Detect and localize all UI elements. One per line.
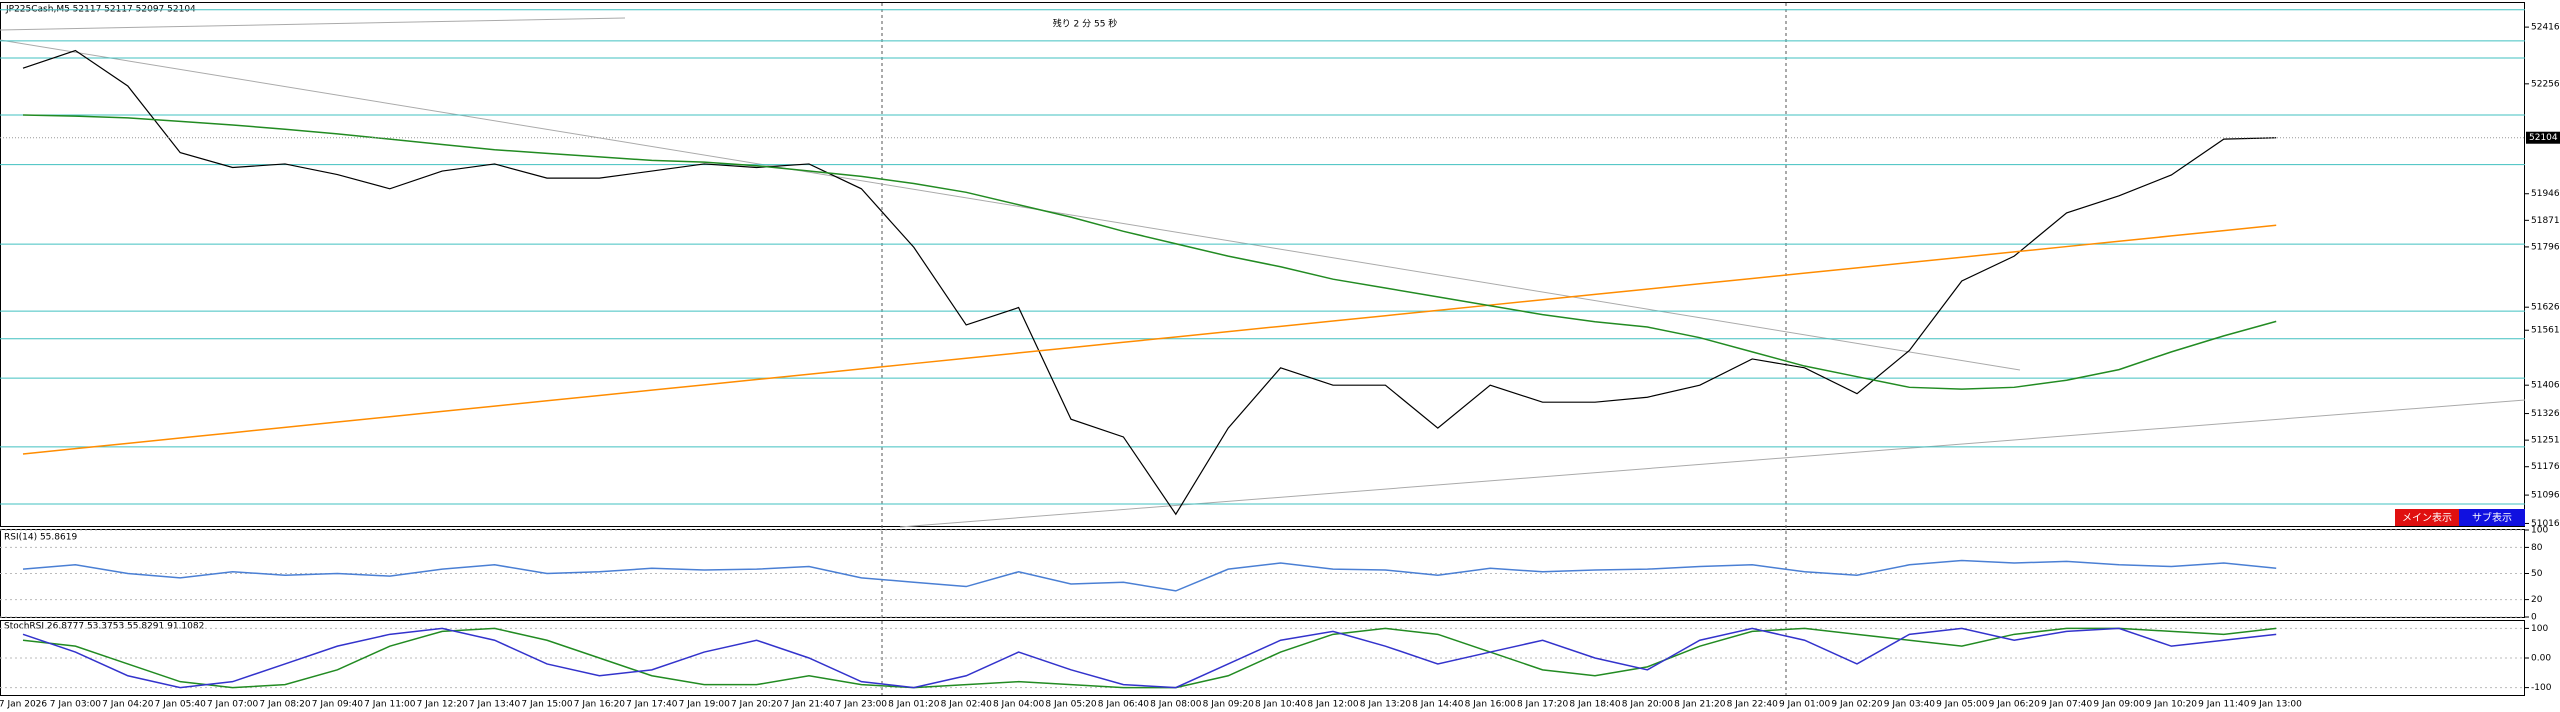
x-tick-label: 8 Jan 18:40: [1569, 700, 1621, 710]
x-tick-label: 9 Jan 11:40: [2198, 700, 2250, 710]
x-tick-label: 9 Jan 13:00: [2251, 700, 2303, 710]
x-tick-label: 9 Jan 07:40: [2041, 700, 2093, 710]
x-tick-label: 8 Jan 01:20: [888, 700, 940, 710]
x-tick-label: 7 Jan 12:20: [417, 700, 469, 710]
x-tick-label: 7 Jan 19:00: [679, 700, 731, 710]
trend-line: [0, 39, 2021, 371]
x-tick-label: 8 Jan 13:20: [1360, 700, 1412, 710]
x-tick-label: 7 Jan 15:00: [521, 700, 573, 710]
y-tick-label: 51016: [2531, 519, 2560, 529]
x-tick-label: 9 Jan 05:00: [1936, 700, 1988, 710]
y-tick-label: 52416: [2531, 23, 2560, 33]
current-price-box: [2526, 131, 2560, 144]
trend-line: [899, 399, 2526, 528]
x-tick-label: 8 Jan 09:20: [1203, 700, 1255, 710]
y-tick-label: 51176: [2531, 462, 2560, 472]
x-tick-label: 9 Jan 09:00: [2093, 700, 2145, 710]
y-tick-label: 0.00: [2531, 654, 2551, 664]
x-tick-label: 7 Jan 04:20: [102, 700, 154, 710]
y-tick-label: 51946: [2531, 189, 2560, 199]
sub-button-label[interactable]: サブ表示: [2472, 511, 2512, 524]
x-tick-label: 7 Jan 09:40: [312, 700, 364, 710]
x-tick-label: 9 Jan 10:20: [2146, 700, 2198, 710]
y-tick-label: 100: [2531, 624, 2548, 634]
x-tick-label: 7 Jan 03:00: [50, 700, 102, 710]
y-tick-label: 51626: [2531, 303, 2560, 313]
y-tick-label: 52256: [2531, 79, 2560, 89]
x-tick-label: 8 Jan 05:20: [1045, 700, 1097, 710]
countdown: 残り 2 分 55 秒: [1053, 18, 1118, 30]
y-tick-label: 20: [2531, 595, 2543, 605]
series-line: [22, 114, 2277, 390]
main-panel: [0, 2, 2525, 527]
y-tick-label: 51251: [2531, 436, 2560, 446]
x-tick-label: 8 Jan 02:40: [941, 700, 993, 710]
x-tick-label: 8 Jan 06:40: [1098, 700, 1150, 710]
x-tick-label: 8 Jan 16:00: [1465, 700, 1517, 710]
y-tick-label: -100: [2531, 683, 2552, 693]
main-button[interactable]: [2395, 509, 2459, 526]
osc-title: StochRSI 26.8777 53.3753 55.8291 91.1082: [4, 622, 204, 632]
series-line: [22, 627, 2277, 689]
series-line: [22, 224, 2277, 455]
rsi-title: RSI(14) 55.8619: [4, 533, 77, 543]
x-tick-label: 7 Jan 20:20: [731, 700, 783, 710]
x-tick-label: 8 Jan 17:20: [1517, 700, 1569, 710]
y-tick-label: 100: [2531, 526, 2548, 536]
y-tick-label: 0: [2531, 613, 2537, 623]
x-tick-label: 8 Jan 08:00: [1150, 700, 1202, 710]
y-tick-label: 51096: [2531, 491, 2560, 501]
main-button-label[interactable]: メイン表示: [2402, 511, 2452, 524]
x-tick-label: 7 Jan 11:00: [364, 700, 416, 710]
y-tick-label: 51561: [2531, 326, 2560, 336]
y-tick-label: 50: [2531, 569, 2543, 579]
y-tick-label: 51796: [2531, 242, 2560, 252]
x-tick-label: 7 Jan 08:20: [259, 700, 311, 710]
x-tick-label: 7 Jan 16:20: [574, 700, 626, 710]
x-tick-label: 7 Jan 05:40: [155, 700, 207, 710]
x-tick-label: 8 Jan 14:40: [1412, 700, 1464, 710]
x-tick-label: 9 Jan 02:20: [1831, 700, 1883, 710]
sub-button[interactable]: [2459, 509, 2525, 526]
x-tick-label: 7 Jan 21:40: [783, 700, 835, 710]
x-tick-label: 8 Jan 22:40: [1727, 700, 1779, 710]
y-tick-label: 80: [2531, 543, 2543, 553]
x-tick-label: 8 Jan 04:00: [993, 700, 1045, 710]
series-line: [22, 49, 2277, 516]
x-tick-label: 7 Jan 17:40: [626, 700, 678, 710]
y-tick-label: 51406: [2531, 381, 2560, 391]
y-tick-label: 51326: [2531, 409, 2560, 419]
x-tick-label: 7 Jan 23:00: [836, 700, 888, 710]
x-tick-label: 8 Jan 12:00: [1307, 700, 1359, 710]
series-line: [22, 559, 2277, 592]
trend-line: [0, 17, 626, 31]
y-tick-label: 51871: [2531, 216, 2560, 226]
x-tick-label: 7 Jan 2026: [0, 700, 47, 710]
x-tick-label: 7 Jan 07:00: [207, 700, 259, 710]
x-tick-label: 9 Jan 06:20: [1989, 700, 2041, 710]
x-tick-label: 8 Jan 20:00: [1622, 700, 1674, 710]
x-tick-label: 9 Jan 01:00: [1779, 700, 1831, 710]
x-tick-label: 9 Jan 03:40: [1884, 700, 1936, 710]
x-tick-label: 8 Jan 21:20: [1674, 700, 1726, 710]
x-tick-label: 8 Jan 10:40: [1255, 700, 1307, 710]
current-price-label: 52104: [2529, 133, 2558, 143]
x-tick-label: 7 Jan 13:40: [469, 700, 521, 710]
